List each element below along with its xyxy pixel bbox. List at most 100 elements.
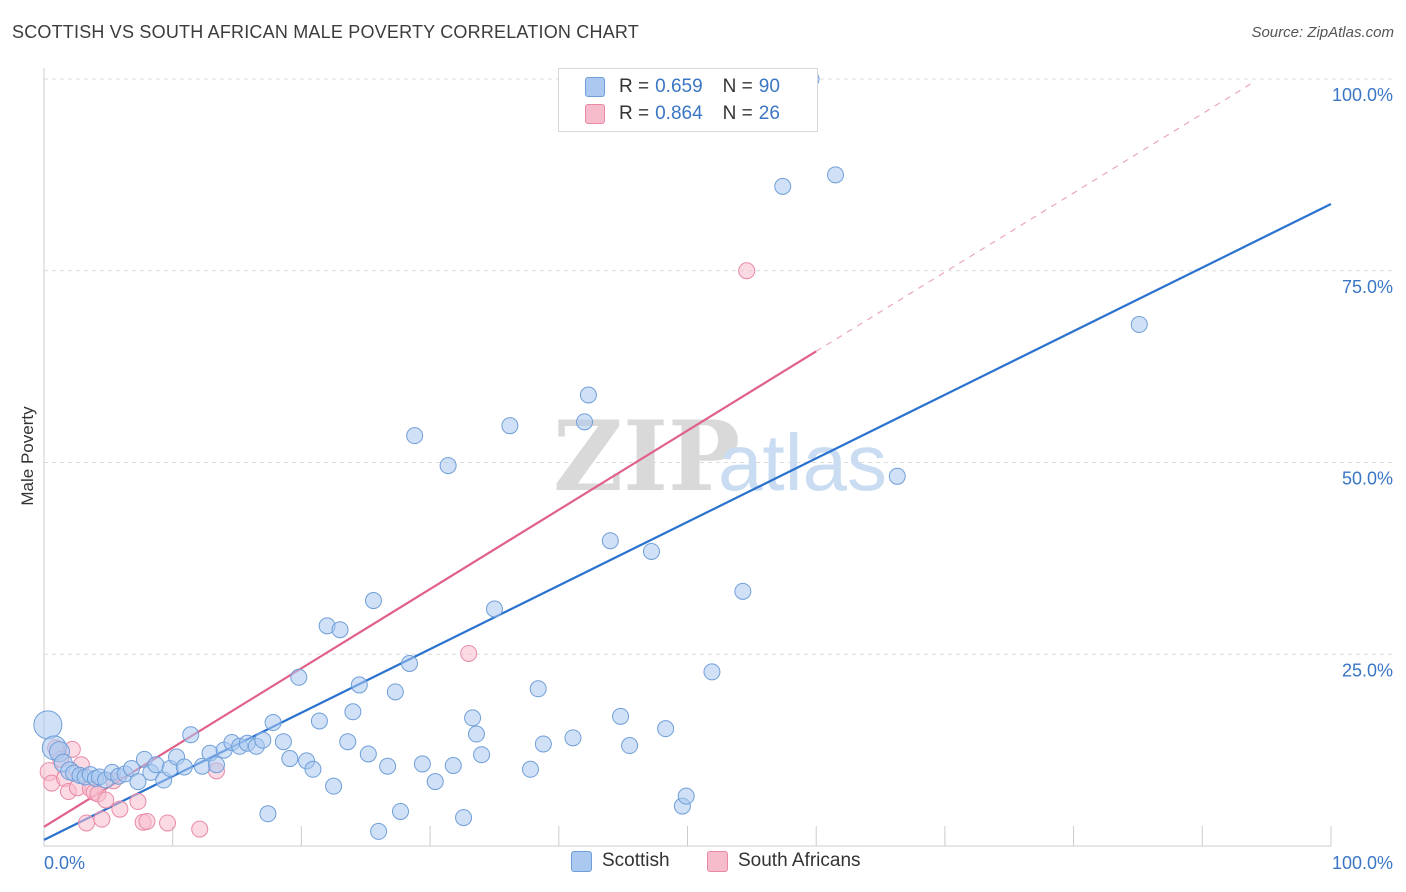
scottish-point xyxy=(370,822,388,840)
scottish-point xyxy=(264,714,282,732)
scottish-point xyxy=(254,731,272,749)
scottish-point xyxy=(564,729,582,747)
scottish-point xyxy=(774,177,792,195)
x-tick-label-max: 100.0% xyxy=(1332,853,1393,873)
south-africans-point xyxy=(129,793,147,811)
scottish-point xyxy=(350,676,368,694)
scottish-point xyxy=(534,735,552,753)
legend-label-south-africans: South Africans xyxy=(738,850,861,871)
scottish-point xyxy=(339,733,357,751)
y-tick-label: 50.0% xyxy=(1342,469,1393,489)
south-africans-point xyxy=(93,810,111,828)
scottish-point xyxy=(207,756,225,774)
grid-lines xyxy=(44,78,1392,655)
legend-r-value: 0.864 xyxy=(655,103,703,124)
legend-swatch-south-africans xyxy=(707,850,728,872)
scottish-point xyxy=(464,709,482,727)
scottish-point xyxy=(439,457,457,475)
scottish-point xyxy=(33,710,63,740)
south-africans-point xyxy=(111,800,129,818)
south-africans-point xyxy=(460,644,478,662)
scottish-point xyxy=(677,787,695,805)
scottish-point xyxy=(827,166,845,184)
x-tick-label-min: 0.0% xyxy=(44,853,85,873)
scottish-point xyxy=(621,737,639,755)
y-tick-label: 25.0% xyxy=(1342,660,1393,680)
tick-labels: 25.0% 50.0% 75.0% 100.0% 0.0% 100.0% xyxy=(44,85,1393,873)
south-africans-point xyxy=(77,814,95,832)
scottish-point xyxy=(259,805,277,823)
legend-n-value: 26 xyxy=(758,103,780,124)
scottish-point xyxy=(331,621,349,639)
y-tick-label: 100.0% xyxy=(1332,85,1393,105)
scottish-point xyxy=(601,532,619,550)
scottish-point xyxy=(406,427,424,445)
scottish-point xyxy=(175,758,193,776)
scottish-points xyxy=(33,70,1148,840)
scottish-point xyxy=(734,582,752,600)
correlation-legend: R = 0.659 N = 90 R = 0.864 N = 26 xyxy=(558,68,818,132)
legend-item-scottish[interactable]: Scottish xyxy=(571,850,670,872)
scottish-point xyxy=(612,707,630,725)
scottish-point xyxy=(888,467,906,485)
scottish-point xyxy=(310,712,328,730)
scottish-point xyxy=(325,777,343,795)
scottish-point xyxy=(642,542,660,560)
scottish-point xyxy=(455,809,473,827)
scottish-point xyxy=(281,750,299,768)
scottish-point xyxy=(444,756,462,774)
scottish-point xyxy=(274,733,292,751)
legend-label-scottish: Scottish xyxy=(602,850,670,871)
scottish-point xyxy=(426,773,444,791)
scottish-point xyxy=(129,773,147,791)
legend-n-label: N = xyxy=(722,76,753,97)
south-africans-trend-line xyxy=(43,350,817,828)
scottish-point xyxy=(344,703,362,721)
scottish-point xyxy=(290,668,308,686)
series-legend: Scottish South Africans xyxy=(0,850,1406,880)
scottish-point xyxy=(304,760,322,778)
legend-swatch-scottish xyxy=(585,77,605,97)
scottish-point xyxy=(657,720,675,738)
y-tick-label: 75.0% xyxy=(1342,277,1393,297)
legend-n-value: 90 xyxy=(758,76,780,97)
watermark: ZIPatlas xyxy=(553,400,887,513)
scottish-point xyxy=(413,755,431,773)
south-africans-point xyxy=(159,814,177,832)
scottish-point xyxy=(703,663,721,681)
chart-title: SCOTTISH VS SOUTH AFRICAN MALE POVERTY C… xyxy=(12,22,639,42)
scottish-point xyxy=(473,746,491,764)
south-africans-trend-extension xyxy=(815,81,1255,352)
scottish-point xyxy=(529,680,547,698)
legend-n-label: N = xyxy=(722,103,753,124)
legend-r-label: R = xyxy=(619,103,650,124)
legend-item-south-africans[interactable]: South Africans xyxy=(707,850,861,872)
scottish-point xyxy=(391,802,409,820)
legend-row-south-africans: R = 0.864 N = 26 xyxy=(585,101,780,127)
scottish-point xyxy=(379,757,397,775)
scottish-point xyxy=(147,756,165,774)
scottish-point xyxy=(182,726,200,744)
scottish-point xyxy=(364,592,382,610)
source-label: Source: ZipAtlas.com xyxy=(1251,24,1394,41)
south-africans-point xyxy=(191,820,209,838)
scottish-point xyxy=(359,745,377,763)
legend-r-label: R = xyxy=(619,76,650,97)
scottish-point xyxy=(467,725,485,743)
south-africans-point xyxy=(738,262,756,280)
legend-r-value: 0.659 xyxy=(655,76,703,97)
scottish-point xyxy=(501,417,519,435)
legend-swatch-south-africans xyxy=(585,104,605,124)
scottish-point xyxy=(485,600,503,618)
south-africans-point xyxy=(138,812,156,830)
scottish-point xyxy=(386,683,404,701)
south-africans-point xyxy=(97,791,115,809)
scottish-point xyxy=(401,654,419,672)
scottish-point xyxy=(579,386,597,404)
scottish-point xyxy=(521,760,539,778)
scottish-point xyxy=(576,413,594,431)
scottish-point xyxy=(1130,315,1148,333)
legend-swatch-scottish xyxy=(571,850,592,872)
legend-row-scottish: R = 0.659 N = 90 xyxy=(585,74,780,100)
